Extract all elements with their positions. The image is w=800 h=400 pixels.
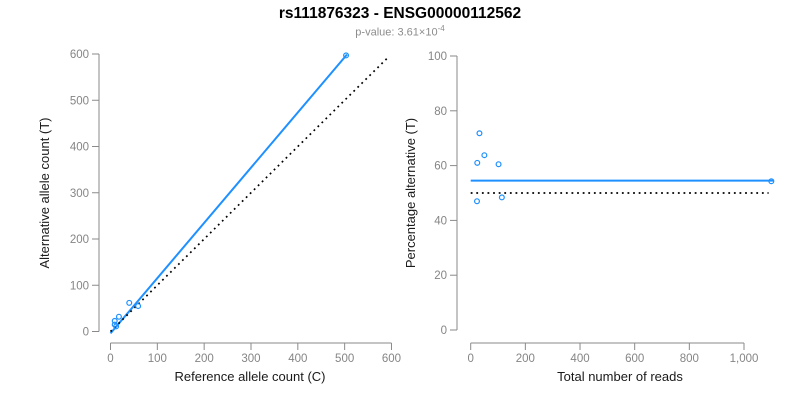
figure-subtitle: p-value: 3.61×10-4 <box>0 24 800 39</box>
regression-line <box>109 53 348 334</box>
y-tick-label: 80 <box>434 106 447 118</box>
x-axis-title: Reference allele count (C) <box>174 369 325 384</box>
data-point <box>495 161 502 168</box>
x-tick-label: 400 <box>570 353 589 365</box>
figure-title: rs111876323 - ENSG00000112562 <box>278 5 522 22</box>
data-point <box>126 299 133 306</box>
pvalue-exponent: -4 <box>437 24 445 33</box>
y-tick-label: 400 <box>70 142 89 154</box>
data-point <box>476 130 483 137</box>
y-axis-title: Percentage alternative (T) <box>403 118 418 268</box>
y-tick-label: 200 <box>70 234 89 246</box>
y-tick-label: 500 <box>70 95 89 107</box>
data-point <box>768 178 775 185</box>
data-point <box>474 159 481 166</box>
x-tick-label: 200 <box>516 353 535 365</box>
x-tick-label: 800 <box>680 353 699 365</box>
pvalue-text: p-value: 3.61×10 <box>355 26 438 39</box>
y-tick-label: 60 <box>434 161 447 173</box>
y-tick-label: 0 <box>83 327 89 339</box>
y-tick-label: 20 <box>434 270 447 282</box>
y-tick-label: 100 <box>70 280 89 292</box>
identity-line <box>109 55 390 333</box>
x-tick-label: 600 <box>382 353 401 365</box>
allele-counts-scatter: 0 100 200 300 400 500 600 0 100 200 300 400 500 600 Re… <box>37 49 401 384</box>
x-axis-title: Total number of reads <box>557 369 683 384</box>
data-point <box>473 198 480 205</box>
x-tick-label: 600 <box>625 353 644 365</box>
data-point <box>343 52 350 59</box>
percentage-vs-reads-scatter: 0 20 40 60 80 100 0 200 400 600 800 1,000 Total numb… <box>403 51 775 384</box>
x-tick-label: 400 <box>288 353 307 365</box>
x-tick-label: 200 <box>195 353 214 365</box>
data-point <box>113 323 120 330</box>
x-tick-label: 0 <box>107 353 113 365</box>
y-axis-title: Alternative allele count (T) <box>37 117 52 268</box>
data-point <box>481 152 488 159</box>
x-tick-label: 1,000 <box>730 353 759 365</box>
data-point <box>498 194 505 201</box>
x-tick-label: 100 <box>148 353 167 365</box>
y-tick-label: 100 <box>428 51 447 63</box>
data-point <box>115 313 122 320</box>
data-point <box>135 303 142 310</box>
y-tick-label: 600 <box>70 49 89 61</box>
x-tick-label: 300 <box>241 353 260 365</box>
y-tick-label: 0 <box>441 325 447 337</box>
x-tick-label: 0 <box>467 353 473 365</box>
y-tick-label: 40 <box>434 215 447 227</box>
data-point <box>111 317 118 324</box>
y-tick-label: 300 <box>70 188 89 200</box>
x-tick-label: 500 <box>335 353 354 365</box>
